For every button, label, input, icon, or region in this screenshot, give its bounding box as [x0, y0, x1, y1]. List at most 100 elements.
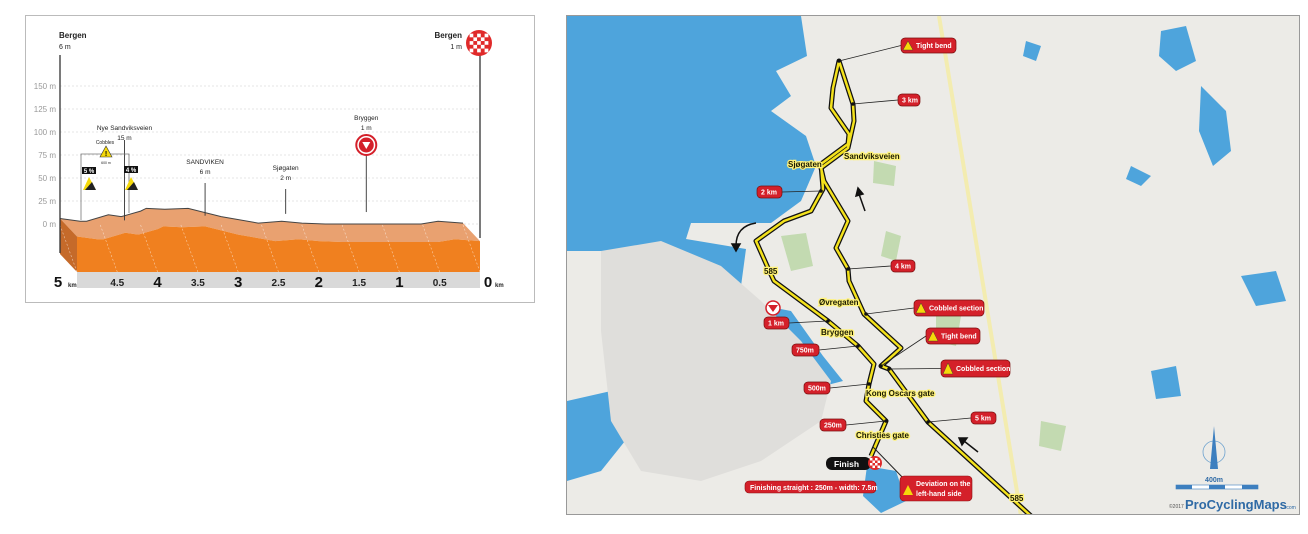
callout-leader: [818, 345, 859, 351]
route-point: [826, 319, 830, 323]
profile-svg: 150 m 125 m 100 m 75 m 50 m 25 m 0 m Bergen 6 …: [34, 30, 504, 291]
callout: 3 km: [851, 93, 921, 107]
x-unit-end: km: [495, 283, 504, 289]
callout-leader: [829, 383, 870, 389]
callout-label: Cobbled section: [929, 306, 983, 313]
km-guide: [301, 224, 320, 273]
callout: 4 km: [846, 259, 916, 273]
y-tick-label: 150 m: [34, 82, 57, 91]
gradient-badge-end: 4 %: [126, 168, 137, 174]
callout: 250m: [819, 418, 888, 432]
callout-pill: [791, 343, 820, 357]
cobbles-label: Cobbles: [96, 140, 115, 146]
x-tick-label: 3.5: [191, 278, 205, 289]
km-guide: [59, 224, 78, 273]
callout-pill: [897, 93, 921, 107]
land-peninsula: [601, 241, 831, 481]
callout-pill: [900, 37, 957, 54]
landmark-name: Sjøgaten: [273, 165, 299, 172]
route-point: [887, 367, 891, 371]
km-guide: [180, 224, 199, 273]
km-guide: [220, 224, 239, 273]
km-guide: [100, 224, 118, 273]
callout: Tight bend: [879, 327, 981, 368]
x-tick-label: 0: [484, 274, 492, 291]
y-tick-label: 0 m: [43, 220, 57, 229]
callout-label: 500m: [808, 386, 826, 393]
callout-label: 4 km: [895, 264, 911, 271]
x-tick-label: 1: [395, 274, 403, 291]
profile-top-surface: [60, 208, 480, 242]
warning-icon: [942, 362, 954, 375]
direction-arrow-icon: [858, 193, 866, 212]
x-tick-label: 4.5: [110, 278, 124, 289]
callout-label: Tight bend: [941, 334, 977, 341]
route-point: [856, 344, 860, 348]
callout-leader: [880, 335, 927, 367]
callout: Cobbled section: [887, 359, 1010, 378]
callout-leader: [852, 99, 899, 105]
brand-logo: ProCyclingMaps: [1185, 497, 1287, 512]
callout: 2 km: [756, 185, 823, 199]
callout-leader: [845, 420, 887, 426]
street-label: Kong Oscars gate: [866, 389, 935, 398]
climb-icon: [83, 177, 96, 190]
landmark-name: SANDVIKEN: [186, 159, 224, 166]
route-point: [926, 420, 930, 424]
direction-arrows: [730, 186, 979, 453]
finish-name: Bergen: [434, 31, 462, 40]
stage-profile-chart: 150 m 125 m 100 m 75 m 50 m 25 m 0 m Bergen 6 …: [25, 15, 535, 303]
landmark-name: Nye Sandviksveien: [97, 125, 153, 132]
y-tick-label: 75 m: [38, 151, 56, 160]
callout-pill: [970, 411, 997, 425]
route-point: [837, 59, 841, 63]
callout-leader: [927, 417, 972, 423]
cobbles-sector: Cobbles ! 600 m 5 % 4 %: [80, 140, 138, 220]
landmark-elevation: 15 m: [117, 135, 131, 142]
callout-label: 750m: [796, 348, 814, 355]
km-guide: [382, 224, 400, 273]
finish-elevation: 1 m: [450, 44, 462, 51]
warning-icon: [927, 330, 939, 342]
callout-label: Tight bend: [916, 43, 952, 50]
km-axis-band: [77, 272, 480, 288]
x-tick-label: 2.5: [272, 278, 286, 289]
direction-arrow-icon: [963, 440, 979, 453]
route-point: [867, 382, 871, 386]
route: [753, 58, 1033, 514]
finish-flag-icon: [466, 30, 492, 56]
start-name: Bergen: [59, 31, 87, 40]
water: [567, 16, 1286, 513]
route-point: [864, 312, 868, 316]
callout-leader: [865, 307, 915, 315]
landmark-elevation: 2 m: [280, 175, 291, 182]
scale-label: 400m: [1205, 477, 1223, 484]
copyright: ©2017: [1169, 503, 1184, 510]
brand-suffix: .com: [1285, 505, 1296, 511]
callout: Cobbled section: [864, 299, 985, 317]
km-guide: [462, 224, 481, 273]
scale-bar: [1175, 484, 1259, 490]
route-point: [846, 267, 850, 271]
x-tick-label: 2: [315, 274, 323, 291]
y-tick-label: 25 m: [38, 197, 56, 206]
parks: [781, 161, 1066, 451]
arrow-head-icon: [730, 243, 742, 253]
landmark-elevation: 1 m: [361, 125, 372, 132]
climb-icon: [125, 177, 138, 190]
x-tick-label: 5: [54, 274, 62, 291]
callout-leader: [781, 190, 822, 193]
warning-icon: [903, 485, 913, 495]
y-tick-label: 100 m: [34, 128, 57, 137]
km-guide: [140, 224, 158, 273]
callout-leader: [788, 320, 829, 324]
intermediate-sprint-icon: [765, 300, 781, 316]
landmark-name: Bryggen: [354, 115, 379, 122]
route-point: [879, 364, 883, 368]
callout: 500m: [803, 381, 871, 395]
gradient-badge-start: 5 %: [84, 169, 95, 175]
callout-pill: [763, 316, 790, 330]
profile-side-face: [60, 218, 77, 272]
km-guide: [261, 224, 279, 273]
y-tick-label: 50 m: [38, 174, 56, 183]
